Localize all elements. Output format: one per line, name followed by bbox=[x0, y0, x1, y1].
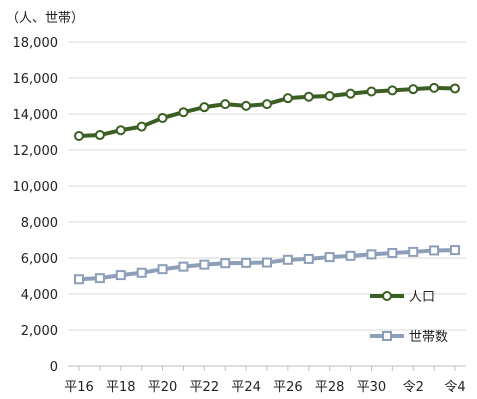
legend-marker bbox=[382, 291, 392, 301]
data-point bbox=[115, 270, 126, 281]
data-point bbox=[324, 252, 335, 263]
data-point bbox=[115, 125, 126, 136]
data-point bbox=[303, 253, 314, 264]
data-point bbox=[199, 102, 210, 113]
data-point bbox=[450, 245, 460, 256]
gridlines bbox=[68, 41, 466, 331]
data-point bbox=[387, 247, 398, 258]
x-tick-label: 平16 bbox=[64, 380, 94, 395]
data-point bbox=[199, 259, 210, 270]
legend-item: 人口 bbox=[370, 290, 435, 305]
data-point bbox=[178, 107, 189, 118]
y-axis-unit-label: （人、世帯） bbox=[6, 11, 84, 26]
data-point bbox=[94, 273, 105, 284]
x-tick-label: 令4 bbox=[444, 380, 465, 395]
y-axis-tick-labels: 0 2,000 4,000 6,000 8,000 10,000 12,000 14,000 1… bbox=[13, 36, 59, 375]
data-point bbox=[136, 121, 147, 132]
data-point bbox=[241, 257, 252, 268]
data-point bbox=[324, 91, 335, 101]
data-point bbox=[94, 130, 105, 141]
x-axis bbox=[68, 365, 466, 371]
legend-label: 世帯数 bbox=[409, 330, 448, 345]
data-point bbox=[345, 250, 356, 261]
x-axis-tick-labels: 平16 平18 平20 平22 平24 平26 平28 平30 令2 令4 bbox=[64, 380, 465, 395]
y-tick-label: 12,000 bbox=[13, 144, 59, 159]
legend-marker bbox=[382, 331, 392, 341]
data-point bbox=[429, 245, 440, 256]
y-tick-label: 0 bbox=[50, 360, 58, 375]
data-point bbox=[450, 83, 460, 94]
y-tick-label: 2,000 bbox=[21, 324, 58, 339]
series-2 bbox=[74, 245, 460, 285]
data-point bbox=[366, 86, 377, 97]
data-point bbox=[262, 99, 272, 110]
data-point bbox=[282, 93, 293, 104]
data-point bbox=[220, 258, 231, 269]
y-tick-label: 4,000 bbox=[21, 288, 58, 303]
series-1 bbox=[74, 82, 460, 141]
data-point bbox=[241, 100, 252, 111]
data-point bbox=[345, 88, 356, 99]
x-tick-label: 平30 bbox=[357, 380, 387, 395]
x-tick-label: 平20 bbox=[148, 380, 178, 395]
data-point bbox=[136, 267, 147, 278]
legend-item: 世帯数 bbox=[370, 330, 448, 345]
data-point bbox=[282, 254, 293, 265]
y-tick-label: 6,000 bbox=[21, 252, 58, 267]
y-tick-label: 18,000 bbox=[13, 36, 59, 51]
y-tick-label: 16,000 bbox=[13, 72, 59, 87]
y-tick-label: 8,000 bbox=[21, 216, 58, 231]
y-tick-label: 14,000 bbox=[13, 108, 59, 123]
x-tick-label: 令2 bbox=[403, 380, 424, 395]
data-point bbox=[74, 274, 84, 285]
data-point bbox=[262, 257, 272, 268]
data-point bbox=[74, 130, 84, 141]
data-point bbox=[303, 91, 314, 102]
x-tick-label: 平28 bbox=[315, 380, 345, 395]
x-tick-label: 平26 bbox=[273, 380, 303, 395]
y-tick-label: 10,000 bbox=[13, 180, 59, 195]
data-point bbox=[387, 85, 398, 96]
data-point bbox=[366, 249, 377, 260]
data-point bbox=[429, 82, 440, 93]
data-point bbox=[157, 112, 168, 123]
data-point bbox=[408, 84, 419, 95]
data-point bbox=[178, 261, 189, 272]
series-layer bbox=[74, 82, 460, 285]
legend-label: 人口 bbox=[409, 290, 435, 305]
data-point bbox=[220, 99, 231, 110]
data-point bbox=[408, 246, 419, 257]
x-tick-label: 平24 bbox=[231, 380, 261, 395]
x-tick-label: 平18 bbox=[106, 380, 136, 395]
x-tick-label: 平22 bbox=[190, 380, 220, 395]
series-line bbox=[78, 85, 456, 138]
data-point bbox=[157, 264, 168, 275]
